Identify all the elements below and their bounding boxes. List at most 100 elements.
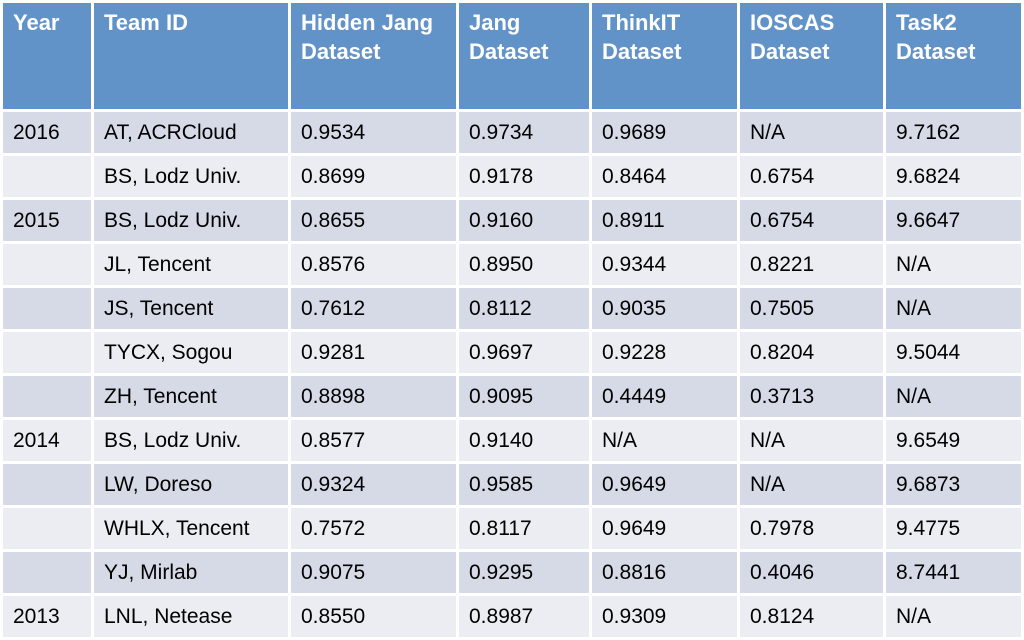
value-cell: 0.9140	[459, 420, 589, 461]
team-id-cell: LW, Doreso	[94, 464, 288, 505]
value-cell: 9.7162	[886, 112, 1021, 153]
value-cell: 0.9178	[459, 156, 589, 197]
value-cell: 0.8221	[740, 244, 883, 285]
value-cell: 0.8550	[291, 596, 456, 637]
value-cell: 9.6873	[886, 464, 1021, 505]
value-cell: 0.7978	[740, 508, 883, 549]
year-cell: 2015	[3, 200, 91, 241]
value-cell: 0.4046	[740, 552, 883, 593]
year-cell	[3, 156, 91, 197]
year-cell: 2014	[3, 420, 91, 461]
value-cell: N/A	[886, 596, 1021, 637]
value-cell: 0.9075	[291, 552, 456, 593]
column-header: Year	[3, 3, 91, 109]
value-cell: 0.6754	[740, 200, 883, 241]
value-cell: 9.6647	[886, 200, 1021, 241]
year-cell	[3, 244, 91, 285]
value-cell: 0.9697	[459, 332, 589, 373]
table-row: BS, Lodz Univ. 0.8699 0.9178 0.8464 0.6754 9.…	[3, 156, 1021, 197]
value-cell: 0.8950	[459, 244, 589, 285]
column-header: Hidden Jang Dataset	[291, 3, 456, 109]
year-cell	[3, 288, 91, 329]
value-cell: 0.8987	[459, 596, 589, 637]
team-id-cell: TYCX, Sogou	[94, 332, 288, 373]
value-cell: 0.7572	[291, 508, 456, 549]
value-cell: 0.8655	[291, 200, 456, 241]
value-cell: 0.8464	[592, 156, 737, 197]
year-cell	[3, 552, 91, 593]
table-row: 2016 AT, ACRCloud 0.9534 0.9734 0.9689 N/A 9.7…	[3, 112, 1021, 153]
table-row: LW, Doreso 0.9324 0.9585 0.9649 N/A 9.6873	[3, 464, 1021, 505]
value-cell: N/A	[740, 420, 883, 461]
team-id-cell: BS, Lodz Univ.	[94, 420, 288, 461]
value-cell: 0.7505	[740, 288, 883, 329]
value-cell: 0.9095	[459, 376, 589, 417]
value-cell: 0.9160	[459, 200, 589, 241]
team-id-cell: ZH, Tencent	[94, 376, 288, 417]
table-row: ZH, Tencent 0.8898 0.9095 0.4449 0.3713 N/A	[3, 376, 1021, 417]
value-cell: 0.9649	[592, 508, 737, 549]
table-row: JL, Tencent 0.8576 0.8950 0.9344 0.8221 N/A	[3, 244, 1021, 285]
value-cell: 9.6549	[886, 420, 1021, 461]
table-row: YJ, Mirlab 0.9075 0.9295 0.8816 0.4046 8.7441	[3, 552, 1021, 593]
value-cell: 0.9585	[459, 464, 589, 505]
value-cell: 9.6824	[886, 156, 1021, 197]
table-row: 2014 BS, Lodz Univ. 0.8577 0.9140 N/A N/A 9.65…	[3, 420, 1021, 461]
value-cell: 0.8124	[740, 596, 883, 637]
column-header: IOSCAS Dataset	[740, 3, 883, 109]
year-cell: 2013	[3, 596, 91, 637]
value-cell: 0.6754	[740, 156, 883, 197]
value-cell: 0.9309	[592, 596, 737, 637]
team-id-cell: BS, Lodz Univ.	[94, 156, 288, 197]
team-id-cell: LNL, Netease	[94, 596, 288, 637]
column-header: Team ID	[94, 3, 288, 109]
column-header: Jang Dataset	[459, 3, 589, 109]
value-cell: 0.9035	[592, 288, 737, 329]
value-cell: 0.9344	[592, 244, 737, 285]
team-id-cell: WHLX, Tencent	[94, 508, 288, 549]
value-cell: N/A	[592, 420, 737, 461]
value-cell: N/A	[886, 244, 1021, 285]
team-id-cell: AT, ACRCloud	[94, 112, 288, 153]
value-cell: 0.9295	[459, 552, 589, 593]
column-header: ThinkIT Dataset	[592, 3, 737, 109]
table-row: WHLX, Tencent 0.7572 0.8117 0.9649 0.7978 9.4…	[3, 508, 1021, 549]
team-id-cell: JS, Tencent	[94, 288, 288, 329]
value-cell: 0.8576	[291, 244, 456, 285]
value-cell: 8.7441	[886, 552, 1021, 593]
value-cell: 0.8577	[291, 420, 456, 461]
value-cell: 0.9281	[291, 332, 456, 373]
value-cell: 0.9734	[459, 112, 589, 153]
table-row: 2013 LNL, Netease 0.8550 0.8987 0.9309 0.8124…	[3, 596, 1021, 637]
value-cell: 9.4775	[886, 508, 1021, 549]
table-row: JS, Tencent 0.7612 0.8112 0.9035 0.7505 N/A	[3, 288, 1021, 329]
team-id-cell: BS, Lodz Univ.	[94, 200, 288, 241]
value-cell: N/A	[886, 376, 1021, 417]
value-cell: N/A	[740, 464, 883, 505]
table-row: TYCX, Sogou 0.9281 0.9697 0.9228 0.8204 9.504…	[3, 332, 1021, 373]
value-cell: 0.8204	[740, 332, 883, 373]
value-cell: 0.9649	[592, 464, 737, 505]
value-cell: N/A	[886, 288, 1021, 329]
value-cell: 0.8898	[291, 376, 456, 417]
value-cell: 0.9689	[592, 112, 737, 153]
value-cell: N/A	[740, 112, 883, 153]
year-cell	[3, 332, 91, 373]
year-cell	[3, 508, 91, 549]
value-cell: 0.8112	[459, 288, 589, 329]
column-header: Task2 Dataset	[886, 3, 1021, 109]
value-cell: 0.9534	[291, 112, 456, 153]
value-cell: 0.9228	[592, 332, 737, 373]
year-cell: 2016	[3, 112, 91, 153]
team-id-cell: YJ, Mirlab	[94, 552, 288, 593]
value-cell: 0.3713	[740, 376, 883, 417]
value-cell: 9.5044	[886, 332, 1021, 373]
year-cell	[3, 464, 91, 505]
table-row: 2015 BS, Lodz Univ. 0.8655 0.9160 0.8911 0.67…	[3, 200, 1021, 241]
value-cell: 0.8699	[291, 156, 456, 197]
value-cell: 0.7612	[291, 288, 456, 329]
value-cell: 0.8816	[592, 552, 737, 593]
value-cell: 0.9324	[291, 464, 456, 505]
team-id-cell: JL, Tencent	[94, 244, 288, 285]
